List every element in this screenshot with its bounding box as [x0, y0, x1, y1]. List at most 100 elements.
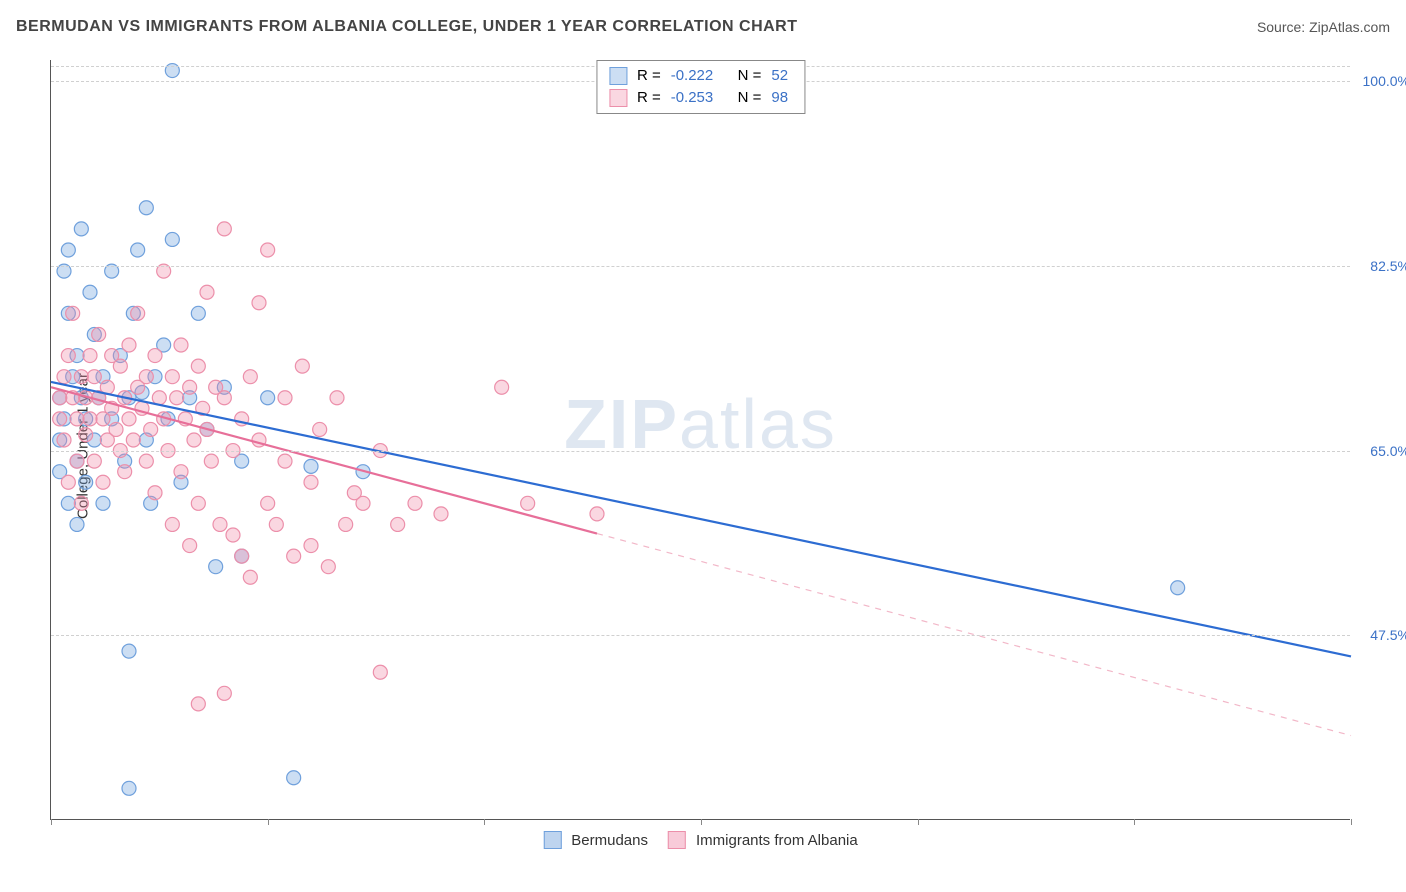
- chart-title: BERMUDAN VS IMMIGRANTS FROM ALBANIA COLL…: [16, 18, 798, 36]
- r-value-1: -0.253: [671, 87, 714, 109]
- scatter-point: [70, 412, 84, 426]
- scatter-point: [122, 338, 136, 352]
- y-tick-label: 65.0%: [1355, 443, 1406, 459]
- scatter-point: [139, 370, 153, 384]
- stats-legend: R = -0.222 N = 52 R = -0.253 N = 98: [596, 60, 805, 114]
- scatter-point: [139, 201, 153, 215]
- r-label: R =: [637, 87, 661, 109]
- scatter-point: [148, 486, 162, 500]
- legend-label-1: Immigrants from Albania: [696, 832, 858, 849]
- x-tick: [918, 819, 919, 825]
- scatter-point: [66, 306, 80, 320]
- scatter-point: [53, 412, 67, 426]
- scatter-point: [144, 422, 158, 436]
- scatter-point: [495, 380, 509, 394]
- source-attribution: Source: ZipAtlas.com: [1257, 19, 1390, 35]
- legend-label-0: Bermudans: [571, 832, 648, 849]
- scatter-point: [304, 459, 318, 473]
- scatter-point: [74, 222, 88, 236]
- scatter-point: [74, 496, 88, 510]
- x-tick: [268, 819, 269, 825]
- scatter-point: [109, 422, 123, 436]
- scatter-point: [204, 454, 218, 468]
- legend-swatch-0: [543, 831, 561, 849]
- gridline-h: [51, 451, 1350, 452]
- scatter-point: [79, 475, 93, 489]
- scatter-point: [191, 496, 205, 510]
- scatter-point: [191, 697, 205, 711]
- scatter-point: [122, 412, 136, 426]
- scatter-point: [261, 496, 275, 510]
- y-tick-label: 100.0%: [1355, 73, 1406, 89]
- scatter-point: [313, 422, 327, 436]
- scatter-point: [330, 391, 344, 405]
- scatter-point: [57, 370, 71, 384]
- scatter-point: [321, 560, 335, 574]
- x-tick: [51, 819, 52, 825]
- scatter-point: [183, 539, 197, 553]
- scatter-point: [434, 507, 448, 521]
- scatter-point: [287, 771, 301, 785]
- x-tick: [484, 819, 485, 825]
- scatter-point: [70, 517, 84, 531]
- scatter-point: [113, 359, 127, 373]
- x-tick: [1351, 819, 1352, 825]
- scatter-point: [87, 454, 101, 468]
- scatter-point: [92, 327, 106, 341]
- scatter-point: [304, 539, 318, 553]
- scatter-point: [200, 285, 214, 299]
- x-tick: [701, 819, 702, 825]
- scatter-point: [226, 528, 240, 542]
- scatter-point: [287, 549, 301, 563]
- scatter-point: [191, 306, 205, 320]
- stats-row-series-0: R = -0.222 N = 52: [609, 65, 792, 87]
- scatter-point: [187, 433, 201, 447]
- scatter-point: [126, 433, 140, 447]
- header: BERMUDAN VS IMMIGRANTS FROM ALBANIA COLL…: [16, 18, 1390, 36]
- stats-swatch-1: [609, 89, 627, 107]
- scatter-point: [408, 496, 422, 510]
- n-label: N =: [738, 87, 762, 109]
- x-tick: [1134, 819, 1135, 825]
- y-tick-label: 47.5%: [1355, 627, 1406, 643]
- scatter-point: [356, 496, 370, 510]
- scatter-point: [83, 349, 97, 363]
- scatter-point: [79, 428, 93, 442]
- scatter-point: [304, 475, 318, 489]
- scatter-point: [53, 391, 67, 405]
- scatter-point: [131, 243, 145, 257]
- scatter-point: [278, 391, 292, 405]
- scatter-point: [243, 370, 257, 384]
- scatter-point: [391, 517, 405, 531]
- plot-svg: [51, 60, 1350, 819]
- plot-area: ZIPatlas R = -0.222 N = 52 R = -0.253 N …: [50, 60, 1350, 820]
- scatter-point: [165, 370, 179, 384]
- scatter-point: [165, 517, 179, 531]
- scatter-point: [148, 349, 162, 363]
- scatter-point: [131, 306, 145, 320]
- scatter-point: [74, 370, 88, 384]
- scatter-point: [269, 517, 283, 531]
- scatter-point: [209, 560, 223, 574]
- scatter-point: [87, 370, 101, 384]
- scatter-point: [57, 433, 71, 447]
- scatter-point: [217, 391, 231, 405]
- stats-row-series-1: R = -0.253 N = 98: [609, 87, 792, 109]
- scatter-point: [83, 285, 97, 299]
- scatter-point: [261, 243, 275, 257]
- regression-line: [51, 382, 1351, 656]
- scatter-point: [213, 517, 227, 531]
- gridline-h: [51, 635, 1350, 636]
- scatter-point: [252, 296, 266, 310]
- scatter-point: [521, 496, 535, 510]
- scatter-point: [1171, 581, 1185, 595]
- scatter-point: [61, 349, 75, 363]
- legend-item-1: Immigrants from Albania: [668, 831, 858, 849]
- scatter-point: [61, 496, 75, 510]
- scatter-point: [373, 665, 387, 679]
- scatter-point: [61, 475, 75, 489]
- source-link[interactable]: ZipAtlas.com: [1309, 19, 1390, 35]
- scatter-point: [118, 465, 132, 479]
- gridline-h: [51, 266, 1350, 267]
- r-label: R =: [637, 65, 661, 87]
